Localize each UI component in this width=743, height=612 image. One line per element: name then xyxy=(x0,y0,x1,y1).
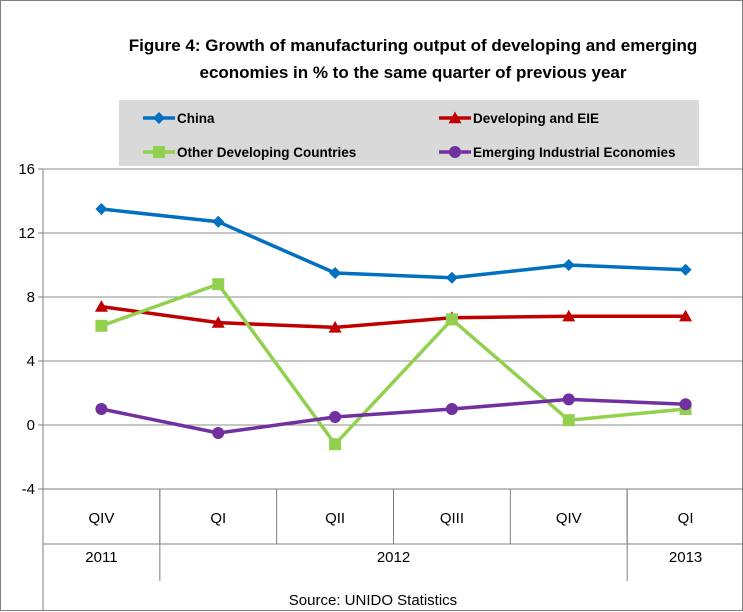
data-point-other-developing-countries xyxy=(562,414,575,427)
x-group-label: 2013 xyxy=(669,549,702,566)
data-point-other-developing-countries xyxy=(212,278,225,291)
data-point-china xyxy=(329,267,342,279)
data-point-developing-and-eie xyxy=(679,309,693,322)
x-tick-label: QIII xyxy=(440,510,464,527)
legend-item-emerging-industrial-economies: Emerging Industrial Economies xyxy=(439,145,676,160)
series-line-developing-and-eie xyxy=(101,304,686,330)
chart-title: Figure 4: Growth of manufacturing output… xyxy=(129,36,698,82)
data-point-emerging-industrial-economies xyxy=(562,393,575,406)
data-point-developing-and-eie xyxy=(562,309,576,322)
data-point-china xyxy=(445,271,458,284)
x-group-label: 2012 xyxy=(377,549,410,566)
legend: China Developing and EIE Other Developing … xyxy=(119,100,699,166)
legend-swatch-marker xyxy=(448,111,462,124)
data-point-other-developing-countries xyxy=(329,438,342,451)
data-point-developing-and-eie xyxy=(328,320,342,333)
data-point-developing-and-eie xyxy=(211,316,225,328)
data-point-emerging-industrial-economies xyxy=(212,427,225,439)
legend-swatch-marker xyxy=(449,146,461,158)
legend-label: Emerging Industrial Economies xyxy=(473,145,676,160)
y-tick-label: 16 xyxy=(18,161,35,178)
x-tick-label: QIV xyxy=(88,510,114,527)
data-point-china xyxy=(212,215,225,228)
data-point-china xyxy=(679,263,692,276)
x-tick-label: QI xyxy=(210,510,226,527)
x-tick-label: QII xyxy=(325,510,345,527)
series-developing-and-eie xyxy=(94,300,693,333)
y-tick-label: 4 xyxy=(27,353,35,370)
grid-lines xyxy=(43,168,743,426)
series-line-emerging-industrial-economies xyxy=(101,397,686,435)
legend-item-other-developing-countries: Other Developing Countries xyxy=(143,145,356,160)
series-other-developing-countries xyxy=(95,278,692,451)
x-group-label: 2011 xyxy=(85,549,117,566)
x-axis: QIV QI QII QIII QIV QI 2011 2012 2013 xyxy=(43,488,743,581)
data-point-other-developing-countries xyxy=(445,313,458,326)
y-axis: -4 0 4 8 12 16 xyxy=(18,161,44,611)
legend-box xyxy=(119,100,699,166)
data-point-emerging-industrial-economies xyxy=(679,398,692,411)
y-tick-label: 0 xyxy=(27,417,35,434)
legend-swatch-marker xyxy=(153,146,165,158)
series-emerging-industrial-economies xyxy=(95,393,692,439)
chart-title-line-2: economies in % to the same quarter of pr… xyxy=(199,63,626,82)
data-point-china xyxy=(562,259,575,271)
source-note: Source: UNIDO Statistics xyxy=(289,592,457,609)
legend-label: China xyxy=(177,111,215,126)
y-tick-label: -4 xyxy=(22,481,35,498)
y-tick-label: 8 xyxy=(27,289,35,306)
legend-label: Other Developing Countries xyxy=(177,145,356,160)
chart-title-line-1: Figure 4: Growth of manufacturing output… xyxy=(129,36,698,55)
data-point-other-developing-countries xyxy=(95,319,108,332)
x-tick-label: QIV xyxy=(556,510,582,527)
series-line-china xyxy=(101,207,686,280)
plot-series xyxy=(94,203,693,451)
series-line-other-developing-countries xyxy=(100,282,686,446)
legend-item-developing-and-eie: Developing and EIE xyxy=(439,111,599,126)
y-tick-label: 12 xyxy=(18,225,35,242)
data-point-china xyxy=(95,203,108,215)
x-tick-label: QI xyxy=(678,510,694,527)
legend-item-china: China xyxy=(143,111,215,126)
data-point-developing-and-eie xyxy=(94,300,108,312)
legend-swatch-marker xyxy=(153,112,165,124)
legend-label: Developing and EIE xyxy=(473,111,599,126)
series-china xyxy=(95,203,692,284)
data-point-emerging-industrial-economies xyxy=(95,403,108,415)
data-point-emerging-industrial-economies xyxy=(445,403,458,415)
data-point-emerging-industrial-economies xyxy=(329,411,342,423)
